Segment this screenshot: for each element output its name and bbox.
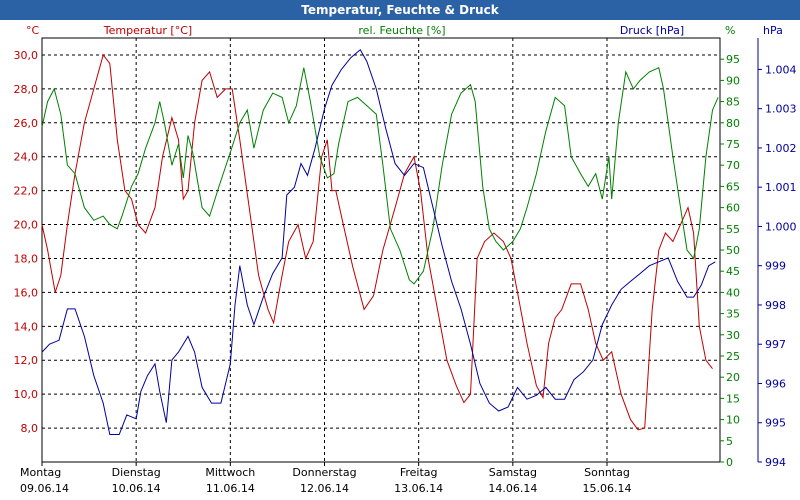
x-tick-date: 10.06.14: [112, 482, 161, 495]
pressure-tick-label: 997: [765, 338, 786, 351]
humidity-tick-label: 45: [726, 265, 740, 278]
temperature-tick-label: 28,0: [14, 83, 39, 96]
pressure-tick-label: 1.004: [765, 63, 797, 76]
x-tick-date: 12.06.14: [300, 482, 349, 495]
humidity-tick-label: 20: [726, 371, 740, 384]
humidity-tick-label: 25: [726, 350, 740, 363]
pressure-unit-label: hPa: [763, 24, 783, 37]
humidity-tick-label: 80: [726, 117, 740, 130]
humidity-tick-label: 15: [726, 392, 740, 405]
x-tick-date: 09.06.14: [20, 482, 69, 495]
humidity-tick-label: 60: [726, 202, 740, 215]
humidity-unit-label: %: [725, 24, 735, 37]
humidity-tick-label: 10: [726, 414, 740, 427]
x-axis: Montag 09.06.14 Dienstag 10.06.14 Mittwoch 11…: [20, 462, 631, 495]
x-tick-date: 15.06.14: [583, 482, 632, 495]
x-tick-day: Dienstag: [112, 466, 161, 479]
x-tick-day: Freitag: [400, 466, 438, 479]
pressure-tick-label: 994: [765, 456, 786, 469]
temperature-tick-label: 22,0: [14, 185, 39, 198]
x-tick-date: 11.06.14: [206, 482, 255, 495]
temperature-axis-label: Temperatur [°C]: [103, 24, 192, 37]
x-tick-date: 14.06.14: [488, 482, 537, 495]
humidity-tick-label: 75: [726, 138, 740, 151]
chart-title-bar: Temperatur, Feuchte & Druck: [0, 0, 800, 20]
temperature-tick-label: 16,0: [14, 286, 39, 299]
humidity-tick-label: 70: [726, 159, 740, 172]
pressure-tick-label: 1.003: [765, 103, 797, 116]
pressure-tick-label: 1.001: [765, 181, 797, 194]
temperature-tick-label: 18,0: [14, 252, 39, 265]
axis-layer: 8,0 10,0 12,0 14,0 16,0 18,0 20,0 22,0 24,0 26,0 2…: [14, 38, 797, 469]
x-tick-date: 13.06.14: [394, 482, 443, 495]
grid-layer: [42, 38, 720, 462]
pressure-axis-label: Druck [hPa]: [620, 24, 684, 37]
axis-labels: °C Temperatur [°C] rel. Feuchte [%] % Dr…: [26, 24, 783, 37]
chart-title: Temperatur, Feuchte & Druck: [301, 3, 499, 17]
series-layer: [41, 49, 719, 435]
pressure-tick-label: 1.002: [765, 142, 797, 155]
humidity-tick-label: 35: [726, 308, 740, 321]
humidity-tick-label: 90: [726, 74, 740, 87]
chart-area: 8,0 10,0 12,0 14,0 16,0 18,0 20,0 22,0 24,0 26,0 2…: [14, 24, 797, 495]
temperature-unit-label: °C: [26, 24, 40, 37]
temperature-tick-label: 12,0: [14, 354, 39, 367]
humidity-tick-label: 5: [726, 435, 733, 448]
x-tick-day: Samstag: [489, 466, 537, 479]
pressure-tick-label: 999: [765, 260, 786, 273]
temperature-tick-label: 20,0: [14, 219, 39, 232]
humidity-tick-label: 65: [726, 180, 740, 193]
temperature-tick-label: 26,0: [14, 117, 39, 130]
x-tick-day: Sonntag: [584, 466, 630, 479]
x-tick-day: Donnerstag: [292, 466, 356, 479]
x-tick-day: Montag: [20, 466, 61, 479]
x-tick-day: Mittwoch: [205, 466, 255, 479]
humidity-series-line: [41, 66, 719, 285]
humidity-tick-label: 0: [726, 456, 733, 469]
temperature-tick-label: 8,0: [21, 422, 39, 435]
pressure-series-line: [41, 49, 716, 435]
pressure-tick-label: 998: [765, 299, 786, 312]
temperature-tick-label: 30,0: [14, 49, 39, 62]
pressure-tick-label: 996: [765, 377, 786, 390]
humidity-tick-label: 55: [726, 223, 740, 236]
humidity-tick-label: 40: [726, 286, 740, 299]
pressure-tick-label: 1.000: [765, 220, 797, 233]
temperature-tick-label: 24,0: [14, 151, 39, 164]
pressure-tick-label: 995: [765, 417, 786, 430]
humidity-tick-label: 50: [726, 244, 740, 257]
temperature-series-line: [41, 53, 713, 431]
humidity-tick-label: 30: [726, 329, 740, 342]
temperature-tick-label: 14,0: [14, 320, 39, 333]
temperature-tick-label: 10,0: [14, 388, 39, 401]
plot-frame: [41, 37, 721, 463]
humidity-tick-label: 85: [726, 96, 740, 109]
humidity-tick-label: 95: [726, 53, 740, 66]
humidity-axis-label: rel. Feuchte [%]: [358, 24, 445, 37]
